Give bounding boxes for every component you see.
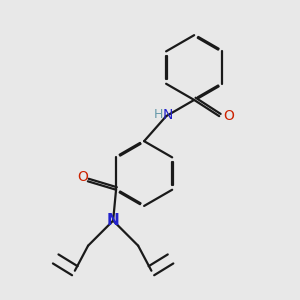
Text: O: O xyxy=(224,109,235,123)
Text: N: N xyxy=(107,213,119,228)
Text: N: N xyxy=(163,108,173,122)
Text: O: O xyxy=(77,170,88,184)
Text: H: H xyxy=(154,108,163,121)
